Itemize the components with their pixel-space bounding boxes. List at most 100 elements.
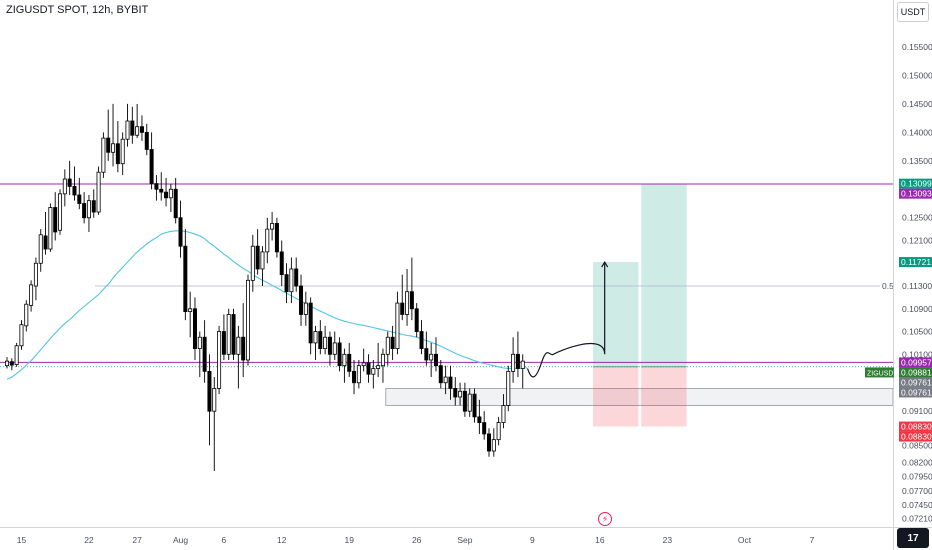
candle <box>197 331 202 378</box>
candle-body <box>154 183 159 190</box>
position-stop-zone <box>593 366 639 427</box>
candle <box>356 359 361 389</box>
price-tag-label: 0.09761 <box>901 387 932 397</box>
candle <box>303 291 308 326</box>
candle <box>467 388 472 417</box>
candle-body <box>438 365 443 384</box>
candle <box>395 291 400 355</box>
candle-body <box>284 274 289 293</box>
candle-body <box>115 143 120 165</box>
candle-body <box>255 245 260 270</box>
candle <box>106 109 111 161</box>
price-tick-label: 0.07450 <box>902 500 932 510</box>
price-tag-label: 0.09881 <box>901 367 932 377</box>
position-profit-zone <box>641 183 687 367</box>
candle-body <box>77 194 82 204</box>
candle-body <box>43 235 48 250</box>
candle <box>164 177 169 207</box>
candle <box>173 177 178 224</box>
lightning-icon[interactable]: ⚡ <box>598 512 612 526</box>
candle <box>125 103 130 147</box>
currency-button[interactable]: USDT <box>897 2 929 22</box>
candle <box>318 320 323 355</box>
candle-body <box>332 342 337 355</box>
candle <box>226 308 231 360</box>
candle-body <box>327 336 332 355</box>
symbol-tag-label: ZIGUSDT <box>867 370 898 377</box>
candle <box>409 257 414 321</box>
candle-body <box>207 370 212 412</box>
candle <box>342 348 347 383</box>
candle <box>453 377 458 406</box>
candle <box>511 337 516 383</box>
price-tick-label: 0.07950 <box>902 472 932 482</box>
candle <box>115 121 120 173</box>
time-tick-label: 19 <box>344 535 354 545</box>
candle-body <box>458 390 463 398</box>
time-tick-label: 26 <box>412 535 422 545</box>
tradingview-logo[interactable]: 17 <box>897 528 929 548</box>
position-profit-zone <box>593 262 639 367</box>
price-tag-box <box>899 257 932 268</box>
candle <box>274 217 279 258</box>
time-tick-label: 6 <box>222 535 227 545</box>
candle <box>279 240 284 287</box>
candle <box>433 337 438 372</box>
position-zones <box>385 183 894 427</box>
candle-body <box>390 336 395 350</box>
price-tag-label: 0.08830 <box>901 432 932 442</box>
candle-body <box>135 126 140 136</box>
candle-body <box>395 302 400 350</box>
candle <box>38 229 43 272</box>
candle <box>400 274 405 321</box>
candle-body <box>414 308 419 332</box>
projection-arrowhead <box>601 260 609 268</box>
candle-body <box>318 331 323 350</box>
price-tick-label: 0.10100 <box>902 349 932 359</box>
candle <box>255 229 260 275</box>
price-tag: 0.11721 <box>899 257 932 268</box>
price-tag-label: 0.09957 <box>901 357 932 367</box>
candle <box>58 189 63 235</box>
candle-body <box>241 336 246 361</box>
price-axis: 0.15500 0.15000 0.14500 0.14000 0.13500 0.130… <box>893 0 932 550</box>
candle-body <box>91 200 96 213</box>
candle <box>477 399 482 434</box>
candle <box>53 192 58 241</box>
price-tag: 0.09957 <box>899 357 932 368</box>
candle-body <box>67 178 72 187</box>
candle-body <box>419 331 424 350</box>
price-tick-label: 0.14000 <box>902 127 932 137</box>
candle <box>130 106 135 144</box>
candle-body <box>130 120 135 136</box>
candle-body <box>38 234 43 264</box>
price-tag: 0.09761 <box>899 387 932 398</box>
candle <box>5 357 10 369</box>
candle <box>67 160 72 195</box>
moving-average <box>6 230 528 380</box>
price-tag: 0.13093 <box>899 188 932 199</box>
candle <box>24 300 29 332</box>
candle <box>506 365 511 412</box>
price-tag-box <box>899 421 932 432</box>
candle-body <box>33 262 38 287</box>
candle <box>458 382 463 406</box>
candle <box>462 382 467 417</box>
candle <box>405 268 410 326</box>
candle <box>284 263 289 304</box>
candle <box>520 354 525 389</box>
candle-body <box>371 368 376 375</box>
candle <box>424 331 429 366</box>
price-tick-label: 0.12100 <box>902 235 932 245</box>
candle-body <box>159 188 164 193</box>
candle <box>376 342 381 378</box>
candle-body <box>231 314 236 355</box>
price-tick-label: 0.10500 <box>902 327 932 337</box>
candle-body <box>149 149 154 184</box>
price-tag: 0.08830 <box>899 431 932 442</box>
candle <box>270 212 275 241</box>
candle-body <box>212 388 217 412</box>
candle <box>289 257 294 304</box>
